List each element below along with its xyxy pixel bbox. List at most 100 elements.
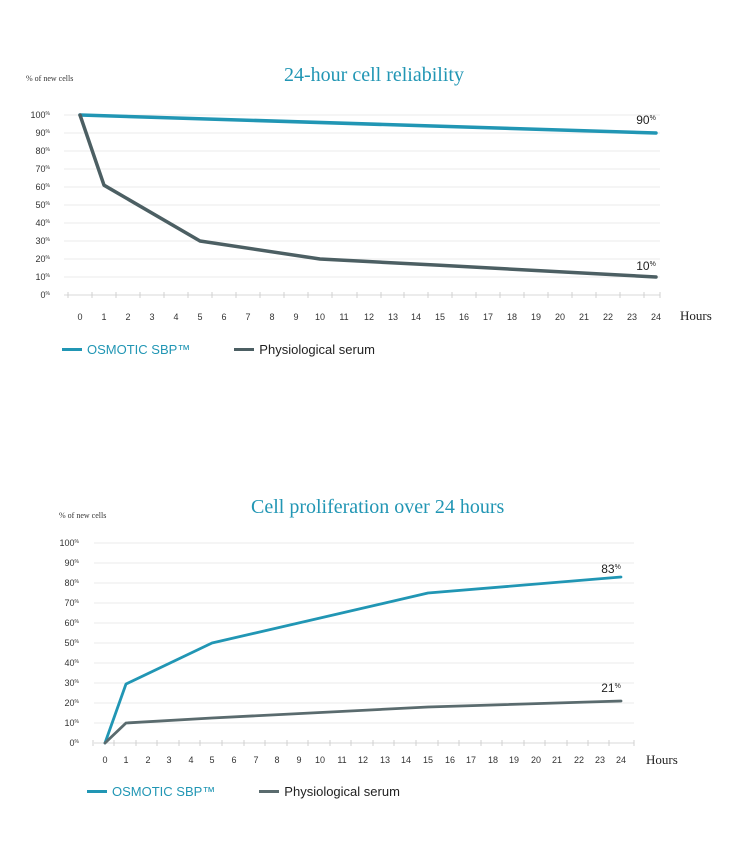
y-tick-label: 20% xyxy=(65,698,80,708)
x-tick-label: 3 xyxy=(149,312,154,322)
y-tick-label: 60% xyxy=(65,618,80,628)
x-tick-label: 15 xyxy=(435,312,445,322)
x-tick-label: 13 xyxy=(388,312,398,322)
x-tick-label: 10 xyxy=(315,755,325,765)
series-line-osmotic xyxy=(103,575,623,745)
x-tick-label: 8 xyxy=(269,312,274,322)
x-axis-label: Hours xyxy=(680,308,712,323)
legend-label: Physiological serum xyxy=(284,784,400,799)
series-line-serum xyxy=(78,113,658,279)
chart-title: Cell proliferation over 24 hours xyxy=(251,496,505,518)
y-tick-label: 30% xyxy=(65,678,80,688)
y-tick-label: 0% xyxy=(41,290,51,300)
legend-label: OSMOTIC SBP™ xyxy=(112,784,216,799)
x-tick-label: 2 xyxy=(145,755,150,765)
legend-swatch xyxy=(234,348,255,351)
x-tick-label: 1 xyxy=(101,312,106,322)
chart-title: 24-hour cell reliability xyxy=(284,64,464,86)
x-tick-label: 20 xyxy=(531,755,541,765)
legend-label: Physiological serum xyxy=(259,342,375,357)
x-tick-label: 12 xyxy=(358,755,368,765)
end-value-label: 21% xyxy=(601,681,621,695)
y-tick-label: 40% xyxy=(36,218,51,228)
x-tick-label: 24 xyxy=(616,755,626,765)
legend-label: OSMOTIC SBP™ xyxy=(87,342,191,357)
x-tick-label: 19 xyxy=(509,755,519,765)
x-tick-label: 21 xyxy=(552,755,562,765)
x-tick-label: 23 xyxy=(627,312,637,322)
legend-item-osmotic: OSMOTIC SBP™ xyxy=(62,342,190,357)
y-tick-label: 10% xyxy=(65,718,80,728)
x-tick-label: 15 xyxy=(423,755,433,765)
series-line-serum xyxy=(103,699,623,745)
y-tick-label: 40% xyxy=(65,658,80,668)
x-tick-label: 3 xyxy=(166,755,171,765)
x-tick-label: 8 xyxy=(274,755,279,765)
legend-item-serum: Physiological serum xyxy=(234,342,375,357)
series-line-osmotic xyxy=(78,113,658,135)
x-tick-label: 22 xyxy=(574,755,584,765)
y-tick-label: 80% xyxy=(36,146,51,156)
end-value-label: 83% xyxy=(601,562,621,576)
x-tick-label: 7 xyxy=(253,755,258,765)
x-tick-label: 21 xyxy=(579,312,589,322)
plot-area: 0%10%20%30%40%50%60%70%80%90%100%0 1 2 3 4 5 6… xyxy=(31,110,712,323)
x-tick-label: 6 xyxy=(221,312,226,322)
y-tick-label: 70% xyxy=(65,598,80,608)
x-tick-label: 9 xyxy=(296,755,301,765)
y-tick-label: 90% xyxy=(36,128,51,138)
x-tick-label: 5 xyxy=(209,755,214,765)
chart-proliferation: 0% 10% 20% 30% 40% 50% 60% 70% 80% 90% 100% 0 1 2 3 4 5 6… xyxy=(0,440,750,850)
x-tick-label: 18 xyxy=(507,312,517,322)
x-tick-label: 7 xyxy=(245,312,250,322)
legend: OSMOTIC SBP™ Physiological serum xyxy=(87,784,400,799)
y-axis-label: % of new cells xyxy=(26,74,74,83)
legend-swatch xyxy=(87,790,107,793)
x-tick-label: 4 xyxy=(188,755,193,765)
y-tick-label: 20% xyxy=(36,254,51,264)
x-tick-label: 12 xyxy=(364,312,374,322)
y-tick-label: 0% xyxy=(70,738,80,748)
legend-item-serum: Physiological serum xyxy=(259,784,400,799)
x-tick-label: 16 xyxy=(459,312,469,322)
x-tick-label: 5 xyxy=(197,312,202,322)
y-tick-label: 100% xyxy=(60,538,80,548)
x-axis-label: Hours xyxy=(646,752,678,767)
chart-reliability: 0% 10% 20% 30% 40% 50% 60% 70% 80% 90% 100% 0 1 2 3 4 5 6… xyxy=(0,0,750,400)
x-tick-label: 17 xyxy=(483,312,493,322)
x-tick-label: 14 xyxy=(401,755,411,765)
x-tick-label: 18 xyxy=(488,755,498,765)
y-tick-label: 70% xyxy=(36,164,51,174)
y-tick-label: 10% xyxy=(36,272,51,282)
x-tick-label: 9 xyxy=(293,312,298,322)
x-tick-label: 6 xyxy=(231,755,236,765)
x-tick-label: 4 xyxy=(173,312,178,322)
x-tick-label: 0 xyxy=(77,312,82,322)
y-axis-label: % of new cells xyxy=(59,511,107,520)
x-tick-label: 2 xyxy=(125,312,130,322)
x-tick-label: 24 xyxy=(651,312,661,322)
x-tick-label: 1 xyxy=(123,755,128,765)
y-tick-label: 30% xyxy=(36,236,51,246)
legend-swatch xyxy=(259,790,280,793)
y-tick-label: 50% xyxy=(65,638,80,648)
x-tick-label: 20 xyxy=(555,312,565,322)
x-tick-label: 10 xyxy=(315,312,325,322)
x-tick-label: 0 xyxy=(102,755,107,765)
x-tick-label: 19 xyxy=(531,312,541,322)
x-tick-label: 16 xyxy=(445,755,455,765)
y-tick-label: 100% xyxy=(31,110,51,120)
x-tick-label: 14 xyxy=(411,312,421,322)
y-tick-label: 90% xyxy=(65,558,80,568)
end-value-label: 90% xyxy=(636,113,656,127)
legend-swatch xyxy=(62,348,82,351)
x-tick-label: 11 xyxy=(337,755,346,765)
legend-item-osmotic: OSMOTIC SBP™ xyxy=(87,784,215,799)
y-tick-label: 80% xyxy=(65,578,80,588)
y-tick-label: 60% xyxy=(36,182,51,192)
end-value-label: 10% xyxy=(636,259,656,273)
legend: OSMOTIC SBP™ Physiological serum xyxy=(62,342,375,357)
x-tick-label: 13 xyxy=(380,755,390,765)
x-tick-label: 22 xyxy=(603,312,613,322)
plot-area: 0%10%20%30%40%50%60%70%80%90%100%0 1 2 3 4 5 6… xyxy=(60,538,678,767)
